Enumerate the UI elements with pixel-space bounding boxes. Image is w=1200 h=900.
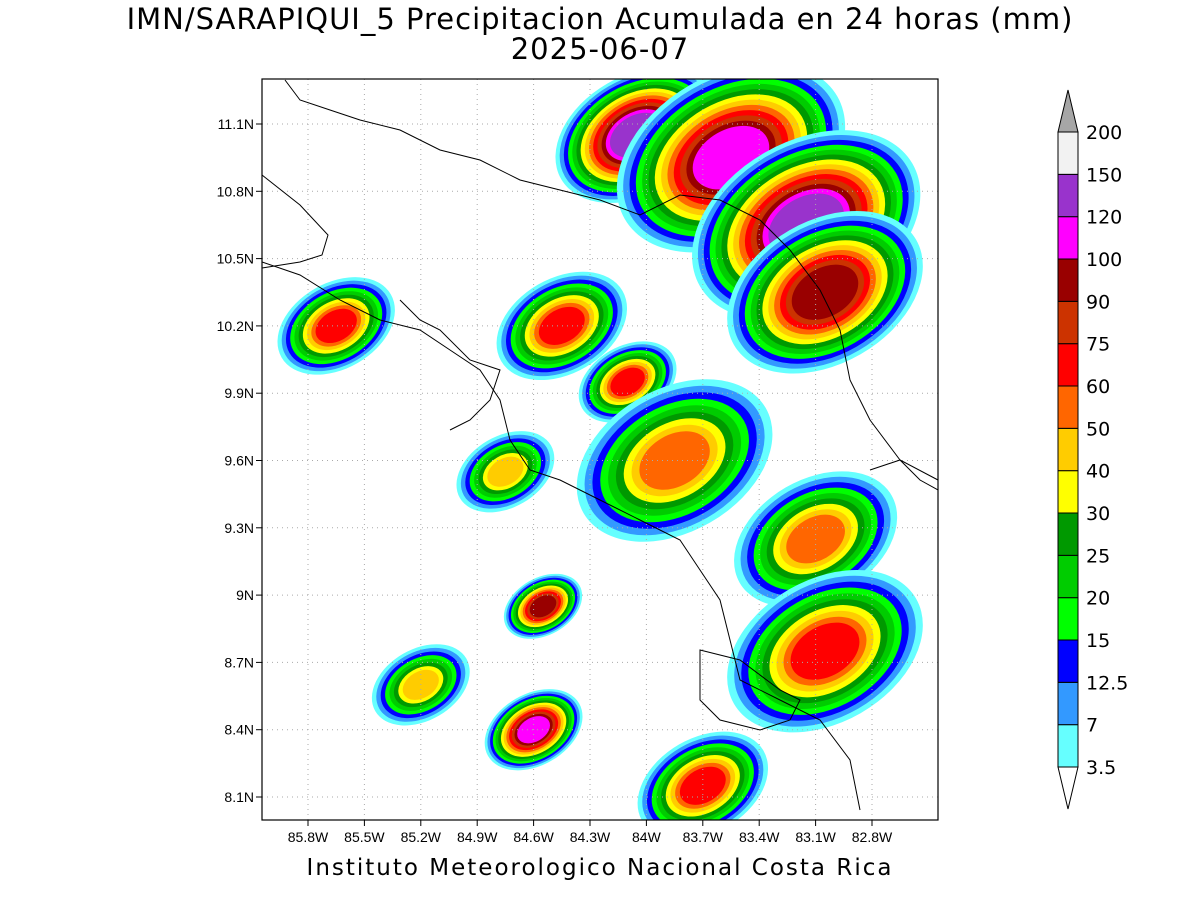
colorbar-box <box>1057 470 1079 514</box>
colorbar-label: 60 <box>1086 376 1110 398</box>
colorbar-box <box>1057 343 1079 387</box>
lat-label: 10.5N <box>217 251 254 267</box>
colorbar-box <box>1057 681 1079 726</box>
colorbar-label: 150 <box>1086 164 1122 186</box>
colorbar-box <box>1057 385 1079 429</box>
lon-label: 84.9W <box>457 829 498 845</box>
precip-cell <box>727 211 923 374</box>
colorbar-label: 120 <box>1086 207 1122 229</box>
lon-label: 83.4W <box>739 829 780 845</box>
colorbar-max-triangle <box>1057 89 1079 133</box>
lat-label: 8.4N <box>224 722 254 738</box>
map-title: IMN/SARAPIQUI_5 Precipitacion Acumulada … <box>126 2 1074 36</box>
colorbar-box <box>1057 724 1079 768</box>
lon-label: 83.1W <box>795 829 836 845</box>
colorbar-min-triangle <box>1057 766 1079 810</box>
colorbar-label: 90 <box>1086 291 1110 313</box>
lon-label: 85.5W <box>344 829 385 845</box>
colorbar-box <box>1057 131 1079 175</box>
map-frame <box>261 78 939 821</box>
lat-label: 11.1N <box>218 116 254 132</box>
colorbar-box <box>1057 173 1079 218</box>
colorbar-label: 50 <box>1086 418 1110 440</box>
lon-label: 85.8W <box>288 829 329 845</box>
colorbar-box <box>1057 258 1079 302</box>
colorbar-box <box>1057 300 1079 345</box>
precip-cell <box>576 379 773 542</box>
precip-cell <box>503 573 583 639</box>
lon-label: 82.8W <box>852 829 893 845</box>
longitude-labels: 85.8W 85.5W 85.2W 84.9W 84.6W 84.3W 84W 83.7W 83… <box>288 829 893 845</box>
lat-label: 8.1N <box>224 789 254 805</box>
precipitation-field <box>277 79 923 820</box>
lat-label: 9.6N <box>224 453 254 469</box>
colorbar-label: 30 <box>1086 503 1110 525</box>
lat-label: 8.7N <box>224 654 254 670</box>
colorbar-label: 75 <box>1086 334 1110 356</box>
precip-cell <box>637 731 769 820</box>
latitude-labels: 11.1N 10.8N 10.5N 10.2N 9.9N 9.6N 9.3N 9N 8.7N 8.… <box>217 116 254 805</box>
colorbar-label: 25 <box>1086 545 1110 567</box>
colorbar-label: 100 <box>1086 249 1122 271</box>
colorbar: 3.5 7 12.5 15 20 25 30 40 50 60 75 90 100 120 150 200 <box>1057 89 1128 810</box>
colorbar-box <box>1057 639 1079 683</box>
lat-label: 9N <box>236 587 254 603</box>
lat-label: 10.8N <box>217 183 254 199</box>
coastline <box>262 79 938 811</box>
colorbar-box <box>1057 554 1079 599</box>
precip-cell <box>456 431 555 513</box>
colorbar-label: 20 <box>1086 588 1110 610</box>
colorbar-box <box>1057 427 1079 472</box>
precip-cell <box>277 277 395 375</box>
colorbar-label: 15 <box>1086 630 1110 652</box>
lon-label: 83.7W <box>683 829 724 845</box>
map-grid <box>256 79 938 826</box>
lon-label: 84.3W <box>570 829 611 845</box>
colorbar-label: 3.5 <box>1086 757 1116 779</box>
colorbar-label: 12.5 <box>1086 672 1128 694</box>
map-date: 2025-06-07 <box>510 32 690 66</box>
colorbar-label: 200 <box>1086 122 1122 144</box>
lat-label: 10.2N <box>217 318 254 334</box>
lon-label: 85.2W <box>401 829 442 845</box>
colorbar-box <box>1057 597 1079 641</box>
colorbar-box <box>1057 216 1079 260</box>
footer-credit: Instituto Meteorologico Nacional Costa R… <box>306 855 894 881</box>
lon-label: 84.6W <box>513 829 554 845</box>
colorbar-label: 40 <box>1086 461 1110 483</box>
precip-cell <box>727 569 923 733</box>
colorbar-box <box>1057 512 1079 556</box>
colorbar-label: 7 <box>1086 715 1098 737</box>
lat-label: 9.9N <box>224 385 254 401</box>
lat-label: 9.3N <box>224 520 254 536</box>
lon-label: 84W <box>632 829 662 845</box>
